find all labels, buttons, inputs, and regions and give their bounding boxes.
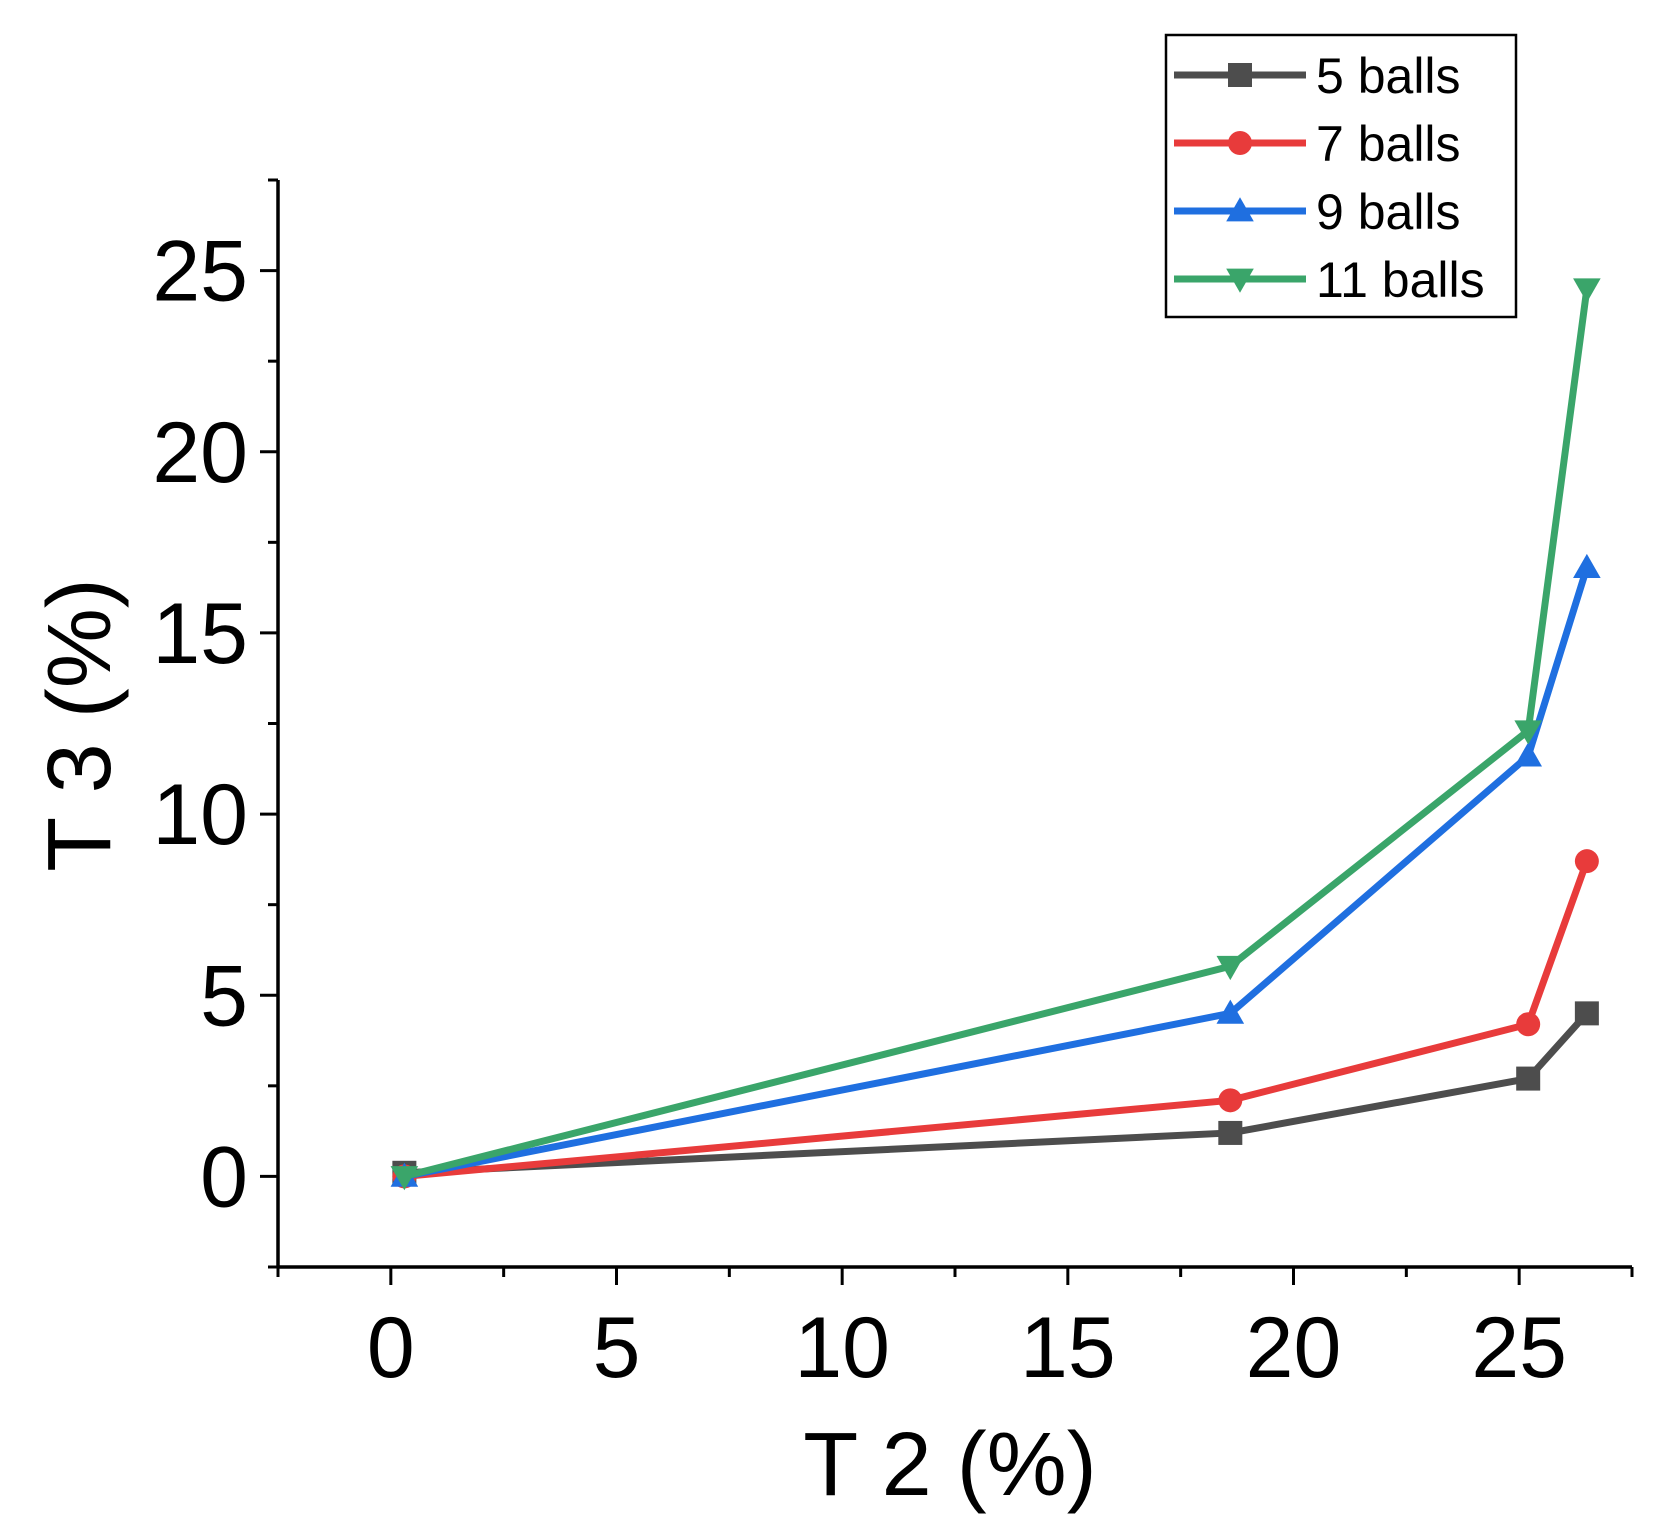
legend-swatch-marker [1226,197,1254,222]
series-3 [390,278,1601,1191]
legend-box [1164,33,1518,319]
series-line [404,860,1591,1180]
series-line [403,288,1591,1180]
data-point [1516,1012,1541,1037]
legend-label: 11 balls [1316,252,1485,308]
y-tick-label: 10 [152,767,248,863]
data-point [1216,999,1245,1024]
data-point [1574,1001,1599,1026]
legend-label: 7 balls [1316,116,1461,172]
data-point [1516,1066,1541,1091]
data-point [1218,1120,1243,1145]
series-2 [390,553,1601,1187]
plot-area [390,278,1601,1191]
x-axis-title: T 2 (%) [803,1415,1096,1515]
y-tick-label: 20 [152,405,248,501]
legend-swatch-marker [1228,63,1252,87]
data-point [1514,720,1542,745]
legend-item: 11 balls [1174,252,1485,308]
legend-item: 7 balls [1174,116,1461,172]
series-1 [392,849,1599,1189]
y-tick-label: 5 [200,948,248,1044]
x-tick-label: 10 [794,1300,890,1396]
legend-label: 9 balls [1316,184,1461,240]
legend: 5 balls 7 balls 9 balls 11 balls [1164,33,1518,319]
series-line [403,566,1591,1180]
data-point [1218,1088,1243,1113]
x-tick-label: 25 [1471,1300,1567,1396]
data-point [1514,742,1542,767]
data-point [1574,849,1599,874]
data-point [390,1166,419,1191]
x-tick-label: 15 [1020,1300,1116,1396]
data-point [1573,278,1601,303]
legend-swatch-marker [1228,131,1252,155]
legend-label: 5 balls [1316,48,1461,104]
axes: 0 5 10 15 20 25 0 5 10 15 20 25 [152,178,1634,1396]
data-point [1573,553,1601,579]
series-line [404,1011,1590,1177]
legend-item: 5 balls [1174,48,1461,104]
y-tick-label: 25 [152,224,248,320]
x-tick-label: 20 [1246,1300,1342,1396]
y-tick-label: 15 [152,586,248,682]
x-tick-label: 0 [367,1300,415,1396]
y-tick-label: 0 [200,1129,248,1225]
x-tick-label: 5 [593,1300,641,1396]
y-axis-title: T 3 (%) [30,578,130,871]
legend-item: 9 balls [1174,184,1461,240]
data-point [1216,955,1245,981]
legend-swatch-marker [1226,268,1254,293]
